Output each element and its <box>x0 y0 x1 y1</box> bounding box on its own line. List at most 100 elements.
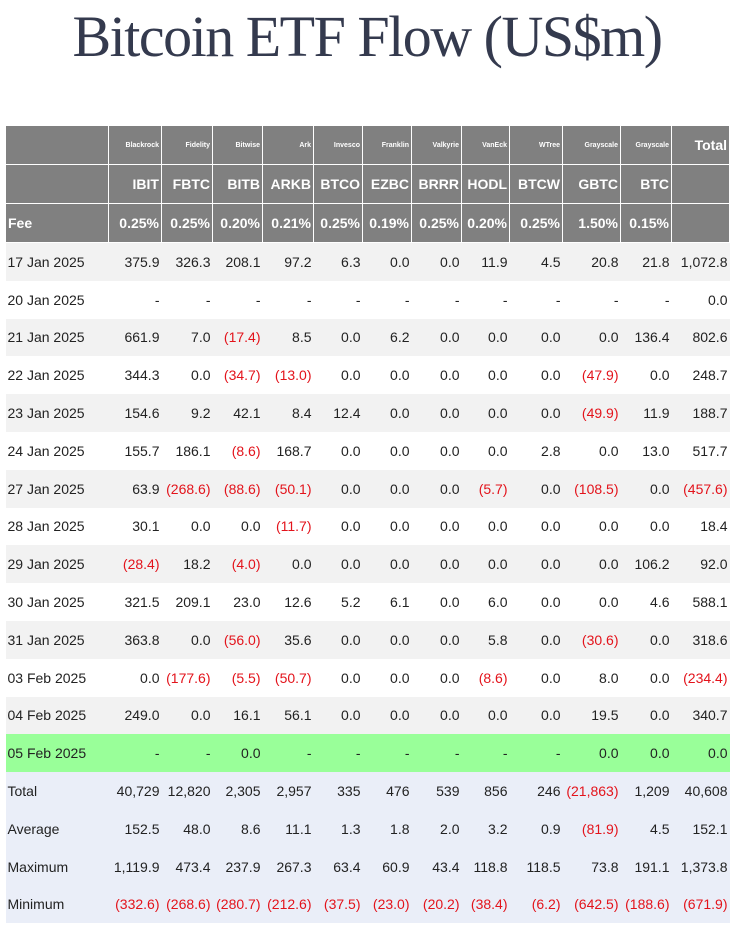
flow-cell: 0.0 <box>620 658 672 697</box>
row-total-cell: 588.1 <box>671 583 730 621</box>
row-total-cell: 340.7 <box>671 696 730 735</box>
flow-cell: 0.0 <box>620 507 672 546</box>
summary-row: Maximum 1,119.9 473.4 237.9 267.3 63.4 60.9 43.… <box>5 847 730 886</box>
flow-cell: 0.0 <box>161 507 213 546</box>
summary-cell: 43.4 <box>411 847 462 886</box>
flow-cell: 20.8 <box>562 242 621 281</box>
flow-cell: (50.7) <box>262 658 314 697</box>
flow-cell: 0.0 <box>262 545 314 584</box>
header-row-issuers: Blackrock Fidelity Bitwise Ark Invesco Frankl… <box>5 125 730 165</box>
summary-label: Total <box>5 772 109 810</box>
issuer-header: Grayscale <box>562 125 621 165</box>
flow-cell: 0.0 <box>562 734 621 773</box>
flow-cell: 0.0 <box>161 356 213 395</box>
ticker-header: EZBC <box>362 164 412 204</box>
fee-cell: 0.19% <box>362 203 412 243</box>
flow-cell: - <box>509 280 563 319</box>
summary-cell: 152.5 <box>108 809 162 848</box>
date-cell: 31 Jan 2025 <box>5 620 109 659</box>
flow-cell: 344.3 <box>108 356 162 395</box>
ticker-header: FBTC <box>161 164 213 204</box>
flow-cell: 0.0 <box>362 696 412 735</box>
date-cell: 27 Jan 2025 <box>5 469 109 508</box>
summary-cell: 3.2 <box>461 809 510 848</box>
issuer-header: Bitwise <box>212 125 263 165</box>
flow-cell: 4.5 <box>509 242 563 281</box>
flow-cell: 0.0 <box>509 318 563 357</box>
summary-cell: 118.5 <box>509 847 563 886</box>
ticker-header: BITB <box>212 164 263 204</box>
flow-cell: 97.2 <box>262 242 314 281</box>
date-cell: 22 Jan 2025 <box>5 356 109 395</box>
flow-cell: 0.0 <box>562 431 621 470</box>
summary-cell: 0.9 <box>509 809 563 848</box>
flow-cell: - <box>411 280 462 319</box>
flow-cell: 0.0 <box>362 356 412 395</box>
flow-cell: 0.0 <box>362 545 412 584</box>
flow-cell: 9.2 <box>161 394 213 432</box>
issuer-header: Fidelity <box>161 125 213 165</box>
flow-cell: (268.6) <box>161 469 213 508</box>
summary-cell: 73.8 <box>562 847 621 886</box>
flow-cell: 5.8 <box>461 620 510 659</box>
issuer-header: Franklin <box>362 125 412 165</box>
flow-cell: (34.7) <box>212 356 263 395</box>
flow-cell: 0.0 <box>313 431 363 470</box>
flow-cell: (88.6) <box>212 469 263 508</box>
flow-cell: 8.0 <box>562 658 621 697</box>
summary-cell: 2,305 <box>212 772 263 810</box>
flow-cell: 0.0 <box>509 620 563 659</box>
summary-cell: 1,209 <box>620 772 672 810</box>
flow-cell: 0.0 <box>461 394 510 432</box>
flow-cell: 0.0 <box>313 545 363 584</box>
row-total-cell: (234.4) <box>671 658 730 697</box>
summary-cell: 8.6 <box>212 809 263 848</box>
header-corner-cell <box>5 125 109 165</box>
flow-cell: 0.0 <box>562 507 621 546</box>
flow-cell: 375.9 <box>108 242 162 281</box>
flow-cell: 0.0 <box>362 469 412 508</box>
flow-cell: 0.0 <box>411 431 462 470</box>
table-row: 27 Jan 2025 63.9 (268.6) (88.6) (50.1) 0.0 0.0… <box>5 469 730 508</box>
flow-cell: 5.2 <box>313 583 363 621</box>
flow-cell: 0.0 <box>161 620 213 659</box>
flow-cell: (47.9) <box>562 356 621 395</box>
flow-cell: - <box>461 734 510 773</box>
row-total-cell: 802.6 <box>671 318 730 357</box>
summary-cell: 12,820 <box>161 772 213 810</box>
flow-cell: 0.0 <box>620 356 672 395</box>
summary-label: Average <box>5 809 109 848</box>
flow-cell: 0.0 <box>411 394 462 432</box>
row-total-cell: (457.6) <box>671 469 730 508</box>
summary-cell: (268.6) <box>161 885 213 924</box>
fee-cell: 0.25% <box>161 203 213 243</box>
flow-cell: (108.5) <box>562 469 621 508</box>
flow-cell: 0.0 <box>411 696 462 735</box>
flow-cell: 168.7 <box>262 431 314 470</box>
issuer-header: WTree <box>509 125 563 165</box>
issuer-header: Grayscale <box>620 125 672 165</box>
etf-flow-table: Blackrock Fidelity Bitwise Ark Invesco Frankl… <box>5 125 730 924</box>
table-row: 23 Jan 2025 154.6 9.2 42.1 8.4 12.4 0.0 0.0 0.0 0… <box>5 394 730 432</box>
table-row: 29 Jan 2025 (28.4) 18.2 (4.0) 0.0 0.0 0.0 0.0 0.… <box>5 545 730 584</box>
flow-cell: 0.0 <box>509 356 563 395</box>
summary-label: Maximum <box>5 847 109 886</box>
flow-cell: 0.0 <box>362 507 412 546</box>
flow-cell: 0.0 <box>411 583 462 621</box>
flow-cell: 19.5 <box>562 696 621 735</box>
table-row: 21 Jan 2025 661.9 7.0 (17.4) 8.5 0.0 6.2 0.0 0.0… <box>5 318 730 357</box>
summary-cell: 118.8 <box>461 847 510 886</box>
flow-cell: 0.0 <box>509 507 563 546</box>
flow-cell: (56.0) <box>212 620 263 659</box>
row-total-cell: 1,072.8 <box>671 242 730 281</box>
summary-cell: (6.2) <box>509 885 563 924</box>
fee-cell: 1.50% <box>562 203 621 243</box>
flow-cell: 0.0 <box>362 394 412 432</box>
fee-label: Fee <box>5 203 109 243</box>
table-row: 05 Feb 2025- -0.0- - - - - -0.0 0.0 0.0 <box>5 734 730 773</box>
flow-cell: 186.1 <box>161 431 213 470</box>
ticker-header: ARKB <box>262 164 314 204</box>
flow-cell: 0.0 <box>313 318 363 357</box>
flow-cell: 0.0 <box>212 507 263 546</box>
summary-row: Total 40,729 12,820 2,305 2,957 335 476 539 856 2… <box>5 772 730 810</box>
